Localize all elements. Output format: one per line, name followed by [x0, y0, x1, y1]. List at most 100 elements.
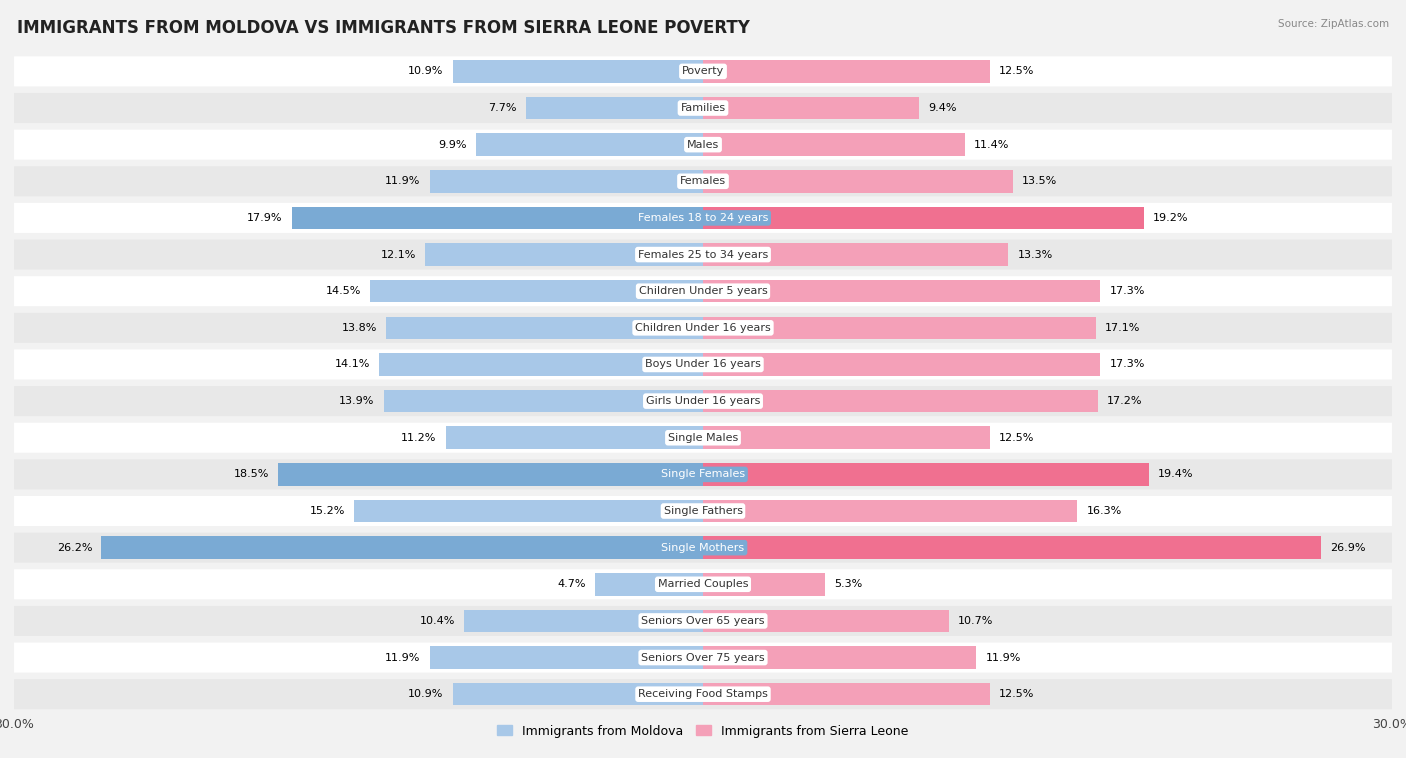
Bar [526, 97, 703, 119]
Bar [703, 207, 1144, 229]
FancyBboxPatch shape [14, 166, 1392, 196]
Text: 17.3%: 17.3% [1109, 359, 1144, 369]
FancyBboxPatch shape [14, 93, 1392, 123]
FancyBboxPatch shape [14, 276, 1392, 306]
Text: Boys Under 16 years: Boys Under 16 years [645, 359, 761, 369]
Bar [453, 683, 703, 706]
Bar [703, 500, 1077, 522]
FancyBboxPatch shape [14, 643, 1392, 672]
FancyBboxPatch shape [14, 423, 1392, 453]
Text: Source: ZipAtlas.com: Source: ZipAtlas.com [1278, 19, 1389, 29]
Bar [464, 609, 703, 632]
Text: 16.3%: 16.3% [1087, 506, 1122, 516]
Bar [453, 60, 703, 83]
Text: 13.3%: 13.3% [1018, 249, 1053, 259]
Text: 19.2%: 19.2% [1153, 213, 1188, 223]
Text: Single Females: Single Females [661, 469, 745, 479]
Bar [370, 280, 703, 302]
FancyBboxPatch shape [14, 496, 1392, 526]
Text: 17.9%: 17.9% [247, 213, 283, 223]
Bar [278, 463, 703, 486]
Text: 4.7%: 4.7% [557, 579, 586, 589]
Text: 11.9%: 11.9% [385, 177, 420, 186]
FancyBboxPatch shape [14, 240, 1392, 270]
FancyBboxPatch shape [14, 459, 1392, 490]
Text: 12.5%: 12.5% [1000, 67, 1035, 77]
Text: Receiving Food Stamps: Receiving Food Stamps [638, 689, 768, 699]
Bar [430, 170, 703, 193]
Text: Married Couples: Married Couples [658, 579, 748, 589]
Text: 11.2%: 11.2% [401, 433, 437, 443]
Text: 11.9%: 11.9% [986, 653, 1021, 662]
Bar [425, 243, 703, 266]
Legend: Immigrants from Moldova, Immigrants from Sierra Leone: Immigrants from Moldova, Immigrants from… [492, 719, 914, 743]
Text: 5.3%: 5.3% [834, 579, 862, 589]
Text: 11.4%: 11.4% [974, 139, 1010, 149]
Text: Families: Families [681, 103, 725, 113]
Text: 19.4%: 19.4% [1157, 469, 1194, 479]
Text: 17.2%: 17.2% [1107, 396, 1143, 406]
Bar [384, 390, 703, 412]
FancyBboxPatch shape [14, 679, 1392, 709]
Text: 14.1%: 14.1% [335, 359, 370, 369]
FancyBboxPatch shape [14, 313, 1392, 343]
Text: Children Under 5 years: Children Under 5 years [638, 287, 768, 296]
Text: 9.4%: 9.4% [928, 103, 956, 113]
FancyBboxPatch shape [14, 56, 1392, 86]
Text: 10.9%: 10.9% [408, 67, 443, 77]
FancyBboxPatch shape [14, 606, 1392, 636]
Text: 10.9%: 10.9% [408, 689, 443, 699]
Text: 15.2%: 15.2% [309, 506, 344, 516]
Bar [703, 97, 920, 119]
Bar [703, 353, 1101, 376]
Bar [703, 243, 1008, 266]
Bar [703, 170, 1012, 193]
Text: Children Under 16 years: Children Under 16 years [636, 323, 770, 333]
Bar [354, 500, 703, 522]
Bar [703, 133, 965, 156]
Text: 12.1%: 12.1% [381, 249, 416, 259]
FancyBboxPatch shape [14, 203, 1392, 233]
Text: Females 18 to 24 years: Females 18 to 24 years [638, 213, 768, 223]
Text: 14.5%: 14.5% [325, 287, 361, 296]
FancyBboxPatch shape [14, 533, 1392, 562]
Bar [703, 683, 990, 706]
Bar [430, 647, 703, 669]
Bar [101, 537, 703, 559]
Bar [703, 280, 1101, 302]
Bar [703, 537, 1320, 559]
Text: Single Fathers: Single Fathers [664, 506, 742, 516]
Text: IMMIGRANTS FROM MOLDOVA VS IMMIGRANTS FROM SIERRA LEONE POVERTY: IMMIGRANTS FROM MOLDOVA VS IMMIGRANTS FR… [17, 19, 749, 37]
Bar [703, 427, 990, 449]
Bar [446, 427, 703, 449]
Text: 13.8%: 13.8% [342, 323, 377, 333]
Bar [703, 463, 1149, 486]
Text: 17.1%: 17.1% [1105, 323, 1140, 333]
Bar [703, 573, 825, 596]
Text: 10.4%: 10.4% [419, 616, 456, 626]
Text: 11.9%: 11.9% [385, 653, 420, 662]
FancyBboxPatch shape [14, 130, 1392, 160]
Text: 12.5%: 12.5% [1000, 689, 1035, 699]
Text: 12.5%: 12.5% [1000, 433, 1035, 443]
Bar [703, 60, 990, 83]
Text: Seniors Over 75 years: Seniors Over 75 years [641, 653, 765, 662]
FancyBboxPatch shape [14, 386, 1392, 416]
Text: Females: Females [681, 177, 725, 186]
Text: 26.2%: 26.2% [56, 543, 93, 553]
Text: 26.9%: 26.9% [1330, 543, 1365, 553]
Bar [595, 573, 703, 596]
FancyBboxPatch shape [14, 569, 1392, 600]
Bar [703, 647, 976, 669]
Text: 18.5%: 18.5% [233, 469, 269, 479]
Text: 13.9%: 13.9% [339, 396, 374, 406]
Bar [292, 207, 703, 229]
Text: 13.5%: 13.5% [1022, 177, 1057, 186]
Text: Girls Under 16 years: Girls Under 16 years [645, 396, 761, 406]
FancyBboxPatch shape [14, 349, 1392, 380]
Text: Single Mothers: Single Mothers [661, 543, 745, 553]
Bar [475, 133, 703, 156]
Text: Females 25 to 34 years: Females 25 to 34 years [638, 249, 768, 259]
Bar [703, 317, 1095, 339]
Bar [380, 353, 703, 376]
